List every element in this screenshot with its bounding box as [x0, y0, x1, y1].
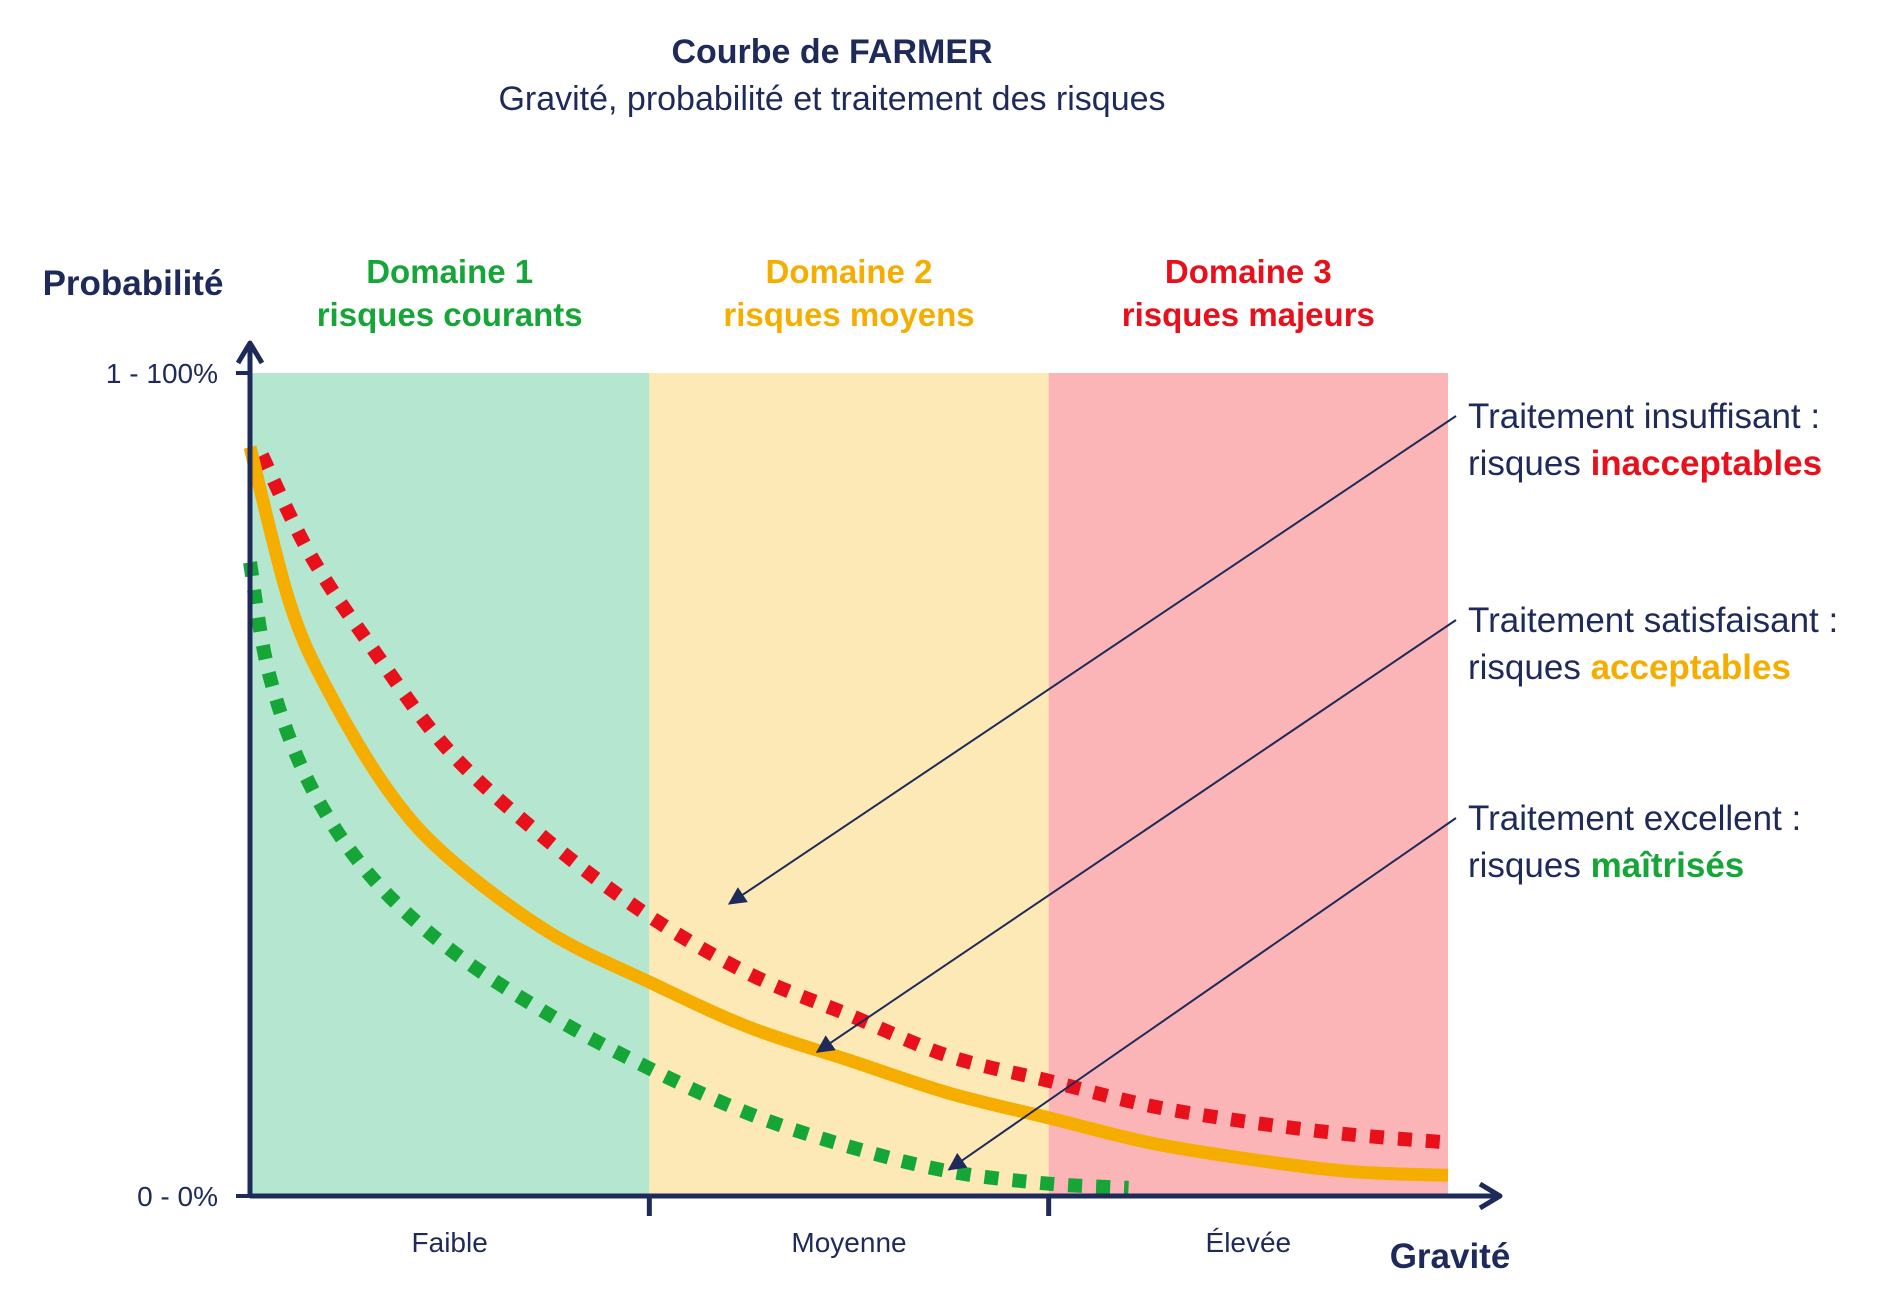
annotation-1-arrow — [727, 415, 1457, 905]
domain-1-subtitle: risques courants — [317, 296, 583, 333]
annotation-2-line1: Traitement satisfaisant : — [1468, 601, 1838, 640]
y-axis-arrow — [235, 340, 265, 365]
annotation-3-arrow — [947, 817, 1457, 1171]
domain-bands — [250, 373, 1448, 1196]
chart-title: Courbe de FARMER — [671, 33, 992, 71]
domain-3-title: Domaine 3 — [1165, 253, 1332, 290]
annotation-3-highlight: maîtrisés — [1591, 846, 1745, 885]
domain-3-subtitle: risques majeurs — [1122, 296, 1375, 333]
annotation-1-line1: Traitement insuffisant : — [1468, 397, 1820, 436]
annotation-2-highlight: acceptables — [1591, 648, 1791, 687]
annotation-1-prefix: risques — [1468, 444, 1591, 483]
annotation-3-line1: Traitement excellent : — [1468, 799, 1801, 838]
x-tick-label-1: Moyenne — [791, 1227, 906, 1258]
y-tick-label-0: 1 - 100% — [106, 358, 218, 389]
domain-band-3 — [1048, 373, 1448, 1196]
x-axis-label: Gravité — [1390, 1237, 1511, 1276]
x-axis-arrow — [1478, 1181, 1503, 1211]
annotation-2-arrow — [815, 619, 1457, 1053]
domain-2-title: Domaine 2 — [766, 253, 933, 290]
annotation-2-line2: risques acceptables — [1468, 648, 1791, 687]
chart-subtitle: Gravité, probabilité et traitement des r… — [498, 80, 1165, 118]
x-tick-label-2: Élevée — [1206, 1227, 1292, 1258]
series-layer — [243, 445, 1449, 1195]
annotation-3-line2: risques maîtrisés — [1468, 846, 1744, 885]
annotations: Traitement insuffisant : risques inaccept… — [727, 397, 1838, 1171]
axes — [235, 340, 1503, 1211]
x-tick-label-0: Faible — [412, 1227, 488, 1258]
series-line-2 — [243, 445, 1449, 1182]
domain-1-title: Domaine 1 — [366, 253, 533, 290]
annotation-3-prefix: risques — [1468, 846, 1591, 885]
annotation-1-line2: risques inacceptables — [1468, 444, 1822, 483]
axis-ticks: 1 - 100% 0 - 0% Faible Moyenne Élevée — [106, 358, 1291, 1258]
y-tick-label-1: 0 - 0% — [137, 1181, 218, 1212]
domain-labels: Domaine 1 risques courants Domaine 2 risque… — [317, 253, 1375, 333]
series-line-1 — [255, 452, 1449, 1150]
annotation-2-prefix: risques — [1468, 648, 1591, 687]
annotation-1-highlight: inacceptables — [1591, 444, 1823, 483]
domain-2-subtitle: risques moyens — [723, 296, 974, 333]
y-axis-label: Probabilité — [43, 264, 224, 303]
